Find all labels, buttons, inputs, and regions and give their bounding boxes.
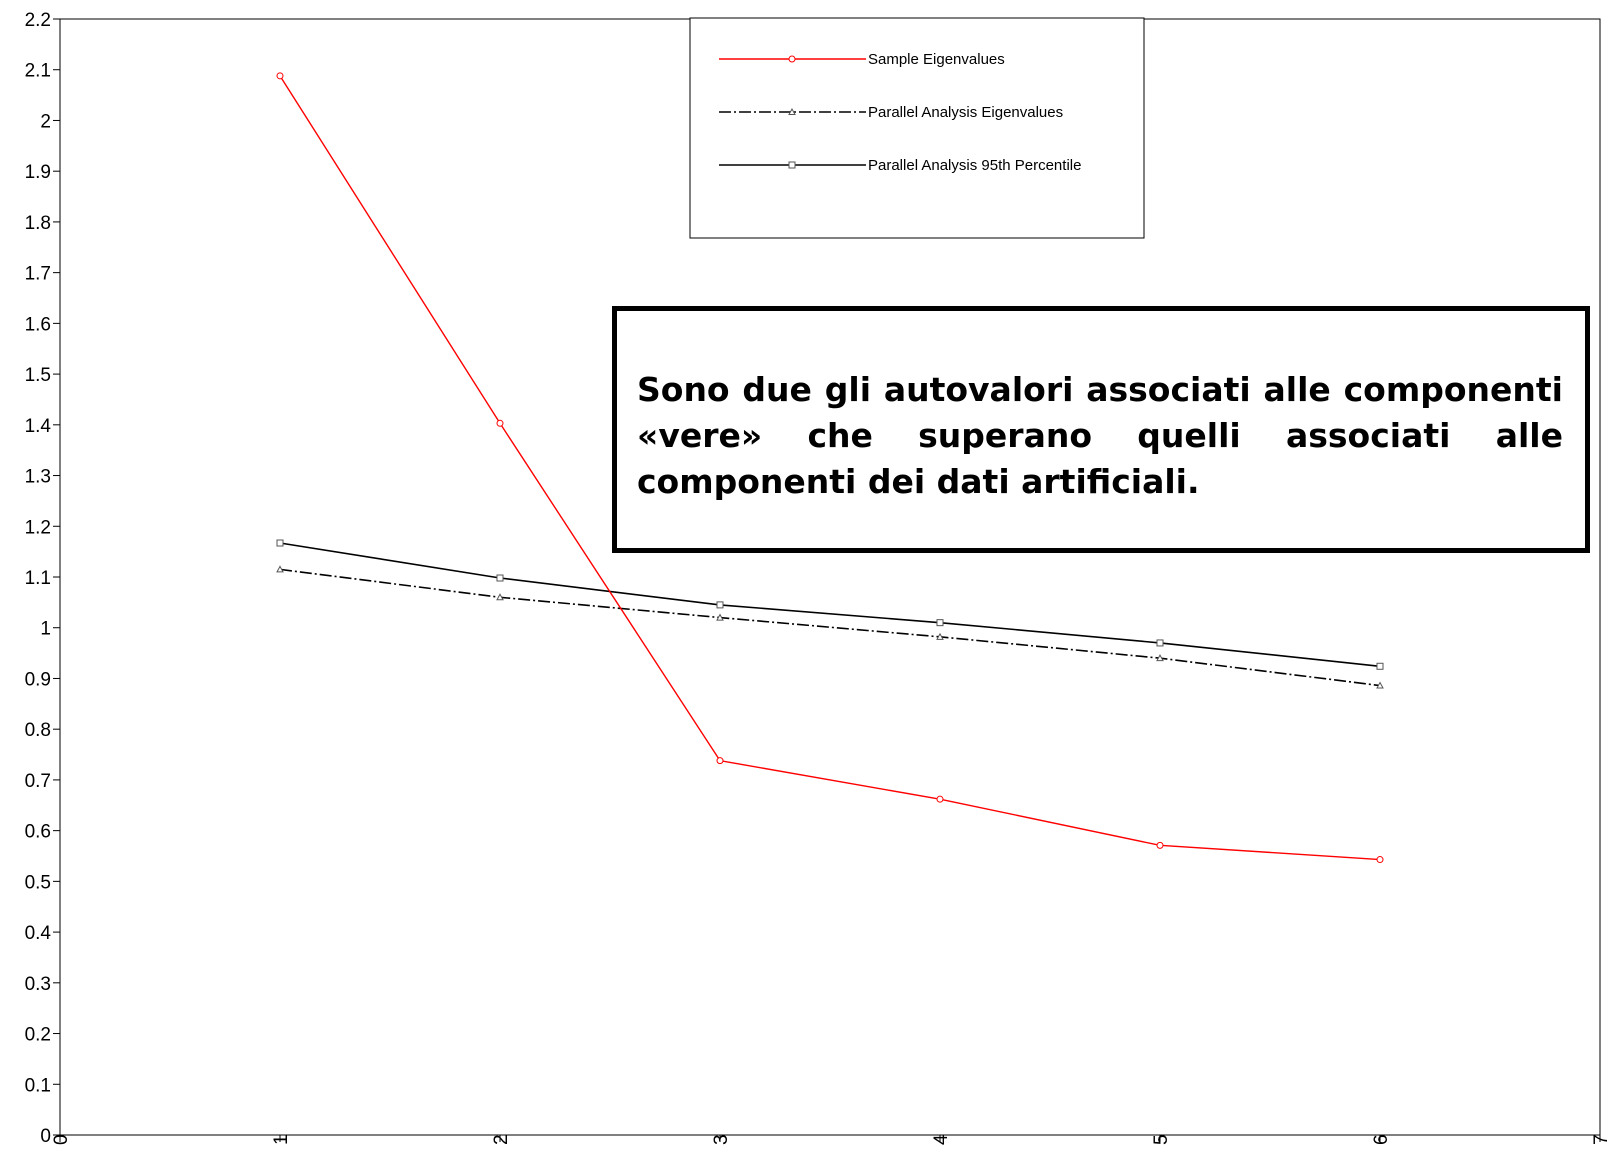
series-sample-eigenvalues xyxy=(276,72,1384,864)
x-tick-label: 4 xyxy=(931,1134,952,1145)
y-tick-label: 1.2 xyxy=(25,517,51,538)
annotation-box: Sono due gli autovalori associati alle c… xyxy=(612,306,1590,553)
data-point xyxy=(788,107,796,115)
y-tick-label: 0.1 xyxy=(25,1075,51,1096)
x-tick-label: 5 xyxy=(1151,1134,1172,1145)
y-tick-label: 0.9 xyxy=(25,669,51,690)
y-axis-ticks: 0 0.1 0.2 0.3 0.4 0.5 0.6 0.7 0.8 0.9 1 1.1 1.2 1.3 1.… xyxy=(25,10,60,1147)
y-tick-label: 0.4 xyxy=(25,923,52,944)
data-point xyxy=(1156,654,1164,662)
y-tick-label: 1.7 xyxy=(25,264,51,285)
y-tick-label: 0.8 xyxy=(25,720,51,741)
y-tick-label: 0.2 xyxy=(25,1025,51,1046)
data-point xyxy=(936,632,944,640)
y-tick-label: 0.3 xyxy=(25,974,51,995)
legend-label: Sample Eigenvalues xyxy=(868,51,1005,68)
x-axis-ticks: 0 1 2 3 4 5 6 7 xyxy=(51,1134,1612,1145)
legend-box xyxy=(689,17,1145,239)
data-point xyxy=(1376,662,1384,670)
legend-label: Parallel Analysis Eigenvalues xyxy=(868,104,1063,121)
y-tick-label: 0 xyxy=(40,1126,51,1147)
y-tick-label: 1.4 xyxy=(25,416,52,437)
data-point xyxy=(276,539,284,547)
data-point xyxy=(1156,639,1164,647)
y-tick-label: 1.8 xyxy=(25,213,51,234)
data-point xyxy=(496,574,504,582)
data-point xyxy=(936,619,944,627)
y-tick-label: 2 xyxy=(40,111,51,132)
data-point xyxy=(936,795,944,803)
y-tick-label: 0.7 xyxy=(25,771,51,792)
legend-item: Sample Eigenvalues xyxy=(719,51,1005,68)
y-tick-label: 1.1 xyxy=(25,568,51,589)
series-parallel-analysis-95th-percentile xyxy=(276,539,1384,670)
y-tick-label: 2.1 xyxy=(25,61,51,82)
data-point xyxy=(276,72,284,80)
x-tick-label: 3 xyxy=(711,1134,732,1145)
data-point xyxy=(716,601,724,609)
data-point xyxy=(496,419,504,427)
data-point xyxy=(788,161,796,169)
y-tick-label: 1.6 xyxy=(25,314,51,335)
series-parallel-analysis-eigenvalues xyxy=(276,565,1384,689)
annotation-text: Sono due gli autovalori associati alle c… xyxy=(637,370,1563,501)
legend-label: Parallel Analysis 95th Percentile xyxy=(868,157,1081,174)
legend-item: Parallel Analysis Eigenvalues xyxy=(719,104,1063,121)
legend-item: Parallel Analysis 95th Percentile xyxy=(719,157,1081,174)
x-tick-label: 0 xyxy=(51,1134,72,1145)
y-tick-label: 1.3 xyxy=(25,467,51,488)
data-point xyxy=(1376,856,1384,864)
x-tick-label: 1 xyxy=(271,1134,292,1145)
y-tick-label: 0.5 xyxy=(25,872,51,893)
data-point xyxy=(276,565,284,573)
y-tick-label: 2.2 xyxy=(25,10,51,31)
series-layer xyxy=(276,72,1384,864)
data-point xyxy=(496,593,504,601)
legend: Sample Eigenvalues Parallel Analysis Eige… xyxy=(689,17,1145,239)
x-tick-label: 7 xyxy=(1591,1134,1612,1145)
x-tick-label: 2 xyxy=(491,1134,512,1145)
x-tick-label: 6 xyxy=(1371,1134,1392,1145)
data-point xyxy=(788,55,796,63)
series-line xyxy=(279,542,1381,668)
y-tick-label: 0.6 xyxy=(25,822,51,843)
y-tick-label: 1 xyxy=(40,619,51,640)
data-point xyxy=(716,613,724,621)
y-tick-label: 1.5 xyxy=(25,365,51,386)
data-point xyxy=(1156,841,1164,849)
series-line xyxy=(279,568,1381,687)
data-point xyxy=(1376,681,1384,689)
data-point xyxy=(716,757,724,765)
series-line xyxy=(279,75,1381,861)
y-tick-label: 1.9 xyxy=(25,162,51,183)
